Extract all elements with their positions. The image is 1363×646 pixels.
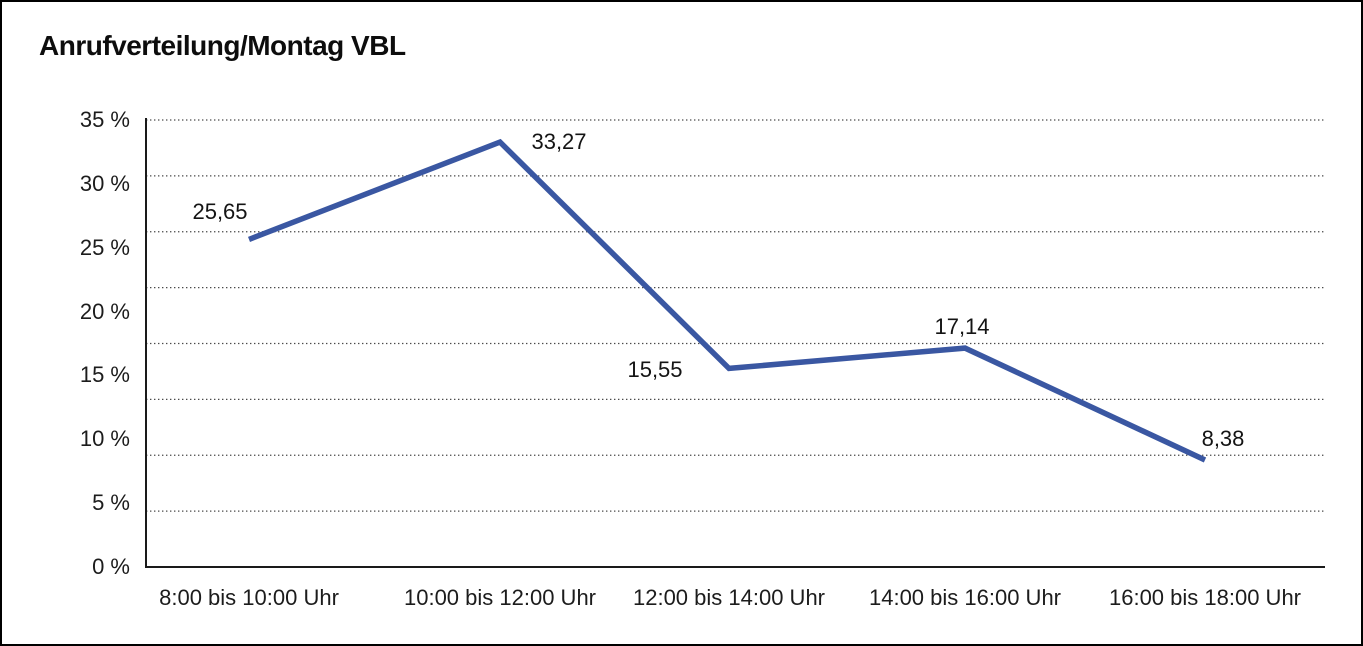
data-point-value-label: 8,38: [1201, 425, 1245, 451]
y-axis-tick-label: 30 %: [79, 170, 130, 196]
data-point-value-label: 15,55: [627, 357, 683, 383]
horizontal-gridlines: [146, 119, 1325, 512]
chart-title: Anrufverteilung/Montag VBL: [39, 30, 406, 61]
axes: [145, 118, 1325, 568]
data-point-value-label: 33,27: [531, 129, 587, 155]
y-axis-tick-label: 25 %: [79, 234, 130, 260]
y-axis-tick-label: 5 %: [92, 490, 130, 516]
x-axis-category-label: 16:00 bis 18:00 Uhr: [1108, 585, 1302, 610]
x-axis-category-label: 10:00 bis 12:00 Uhr: [403, 585, 597, 610]
data-point-value-label: 25,65: [192, 199, 248, 225]
y-axis-tick-label: 0 %: [92, 554, 130, 579]
data-line-series: [248, 138, 1207, 463]
x-axis-category-label: 14:00 bis 16:00 Uhr: [868, 585, 1062, 610]
y-axis-tick-label: 35 %: [79, 107, 130, 132]
x-axis-category-label: 8:00 bis 10:00 Uhr: [159, 585, 339, 610]
data-point-value-label: 17,14: [934, 314, 990, 340]
y-axis-tick-label: 15 %: [79, 362, 130, 388]
y-axis-tick-label: 10 %: [79, 426, 130, 452]
y-axis-tick-label: 20 %: [79, 298, 130, 324]
x-axis-category-label: 12:00 bis 14:00 Uhr: [632, 585, 826, 610]
